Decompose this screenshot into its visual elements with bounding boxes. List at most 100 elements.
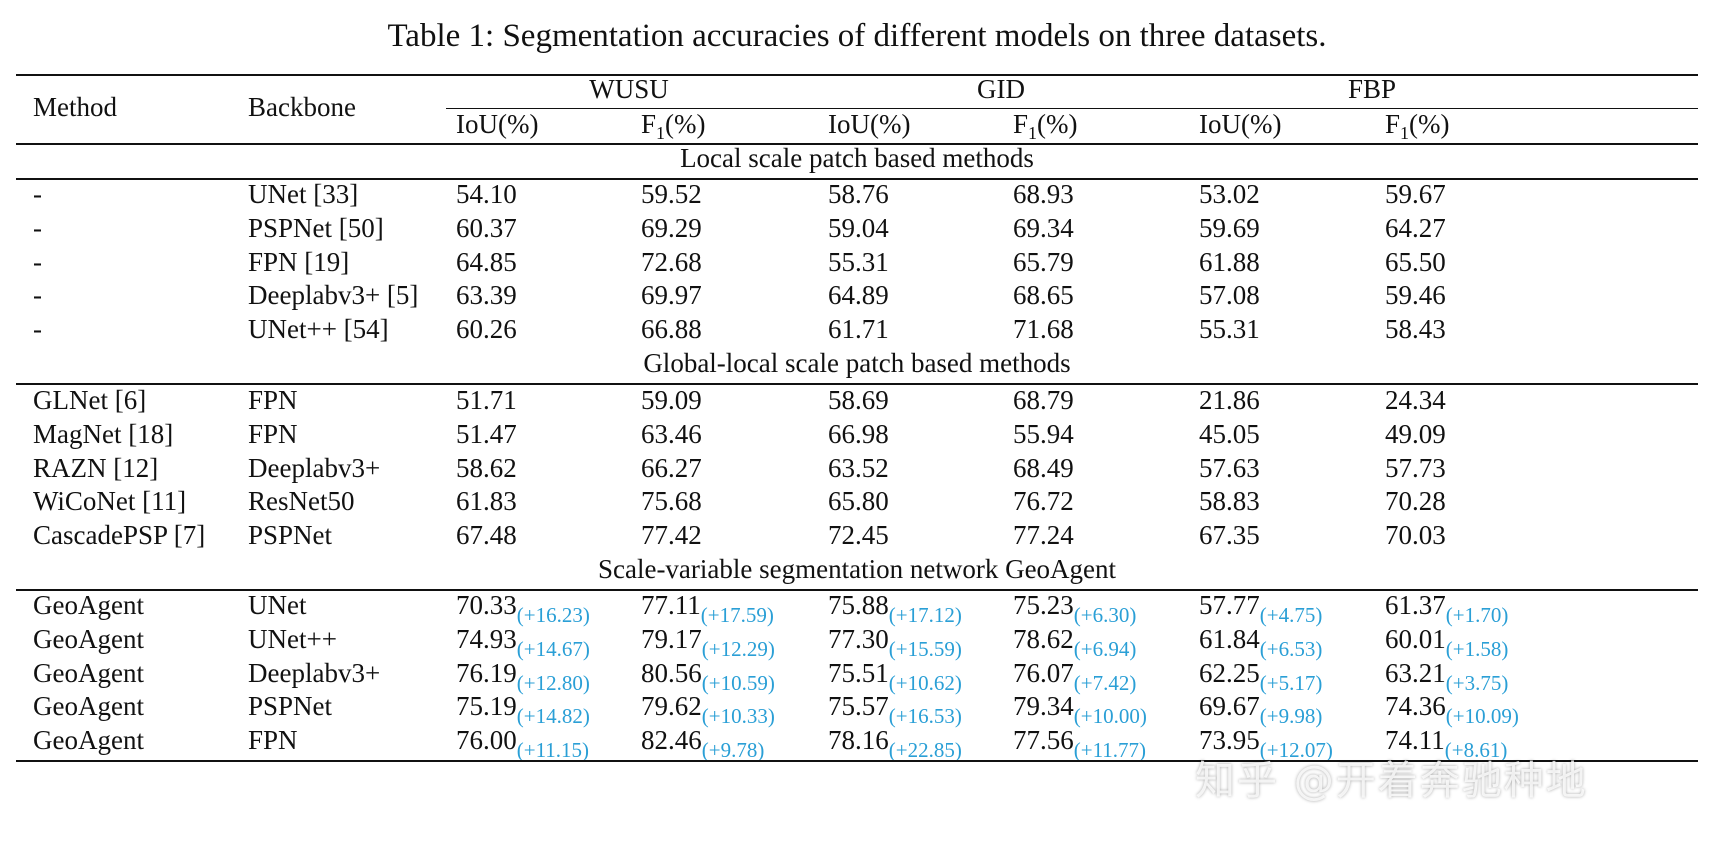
value: 68.49 bbox=[1013, 452, 1074, 483]
value: 57.08 bbox=[1199, 280, 1260, 311]
header-dataset-rule bbox=[446, 108, 1698, 109]
header-f1-unit: (%) bbox=[1037, 109, 1078, 139]
table-cell-value: 61.37(+1.70) bbox=[1385, 592, 1508, 626]
table-cell-backbone: UNet bbox=[248, 590, 307, 620]
table-cell-value: 70.33(+16.23) bbox=[456, 592, 590, 626]
improvement-delta: (+10.09) bbox=[1445, 704, 1519, 729]
header-f1-letter: F bbox=[641, 109, 657, 139]
improvement-delta: (+11.15) bbox=[516, 738, 590, 763]
table-cell-value: 60.26 bbox=[456, 316, 517, 343]
value: 61.88 bbox=[1199, 246, 1260, 277]
table-cell-value: 60.37 bbox=[456, 214, 517, 242]
value: 80.56 bbox=[641, 657, 702, 688]
table-cell-value: 76.07(+7.42) bbox=[1013, 659, 1136, 693]
value: 66.88 bbox=[641, 314, 702, 345]
value: 75.23 bbox=[1013, 590, 1074, 620]
value: 57.63 bbox=[1199, 452, 1260, 483]
table-cell-value: 75.23(+6.30) bbox=[1013, 590, 1136, 626]
table-cell-value: 53.02 bbox=[1199, 181, 1260, 208]
value: 69.34 bbox=[1013, 212, 1074, 243]
table-cell-backbone: FPN bbox=[248, 418, 298, 449]
table-cell-value: 76.00(+11.15) bbox=[456, 727, 589, 761]
value: 58.83 bbox=[1199, 486, 1260, 517]
improvement-delta: (+10.62) bbox=[888, 670, 962, 695]
table-cell-value: 75.57(+16.53) bbox=[828, 693, 962, 727]
value: 74.36 bbox=[1385, 691, 1446, 722]
value: 57.77 bbox=[1199, 590, 1260, 620]
table-cell-value: 69.34 bbox=[1013, 212, 1074, 243]
table-cell-value: 68.49 bbox=[1013, 452, 1074, 483]
value: 79.62 bbox=[641, 691, 702, 722]
table-cell-method: - bbox=[33, 280, 42, 311]
improvement-delta: (+4.75) bbox=[1259, 603, 1323, 627]
table-cell-value: 61.84(+6.53) bbox=[1199, 625, 1322, 659]
table-cell-value: 66.27 bbox=[641, 452, 702, 483]
value: 74.11 bbox=[1385, 725, 1445, 756]
table-cell-value: 59.67 bbox=[1385, 181, 1446, 208]
table-cell-value: 55.31 bbox=[1199, 316, 1260, 343]
improvement-delta: (+14.82) bbox=[516, 704, 590, 729]
header-f1: F1(%) bbox=[641, 109, 706, 143]
value: 67.35 bbox=[1199, 520, 1260, 551]
improvement-delta: (+10.59) bbox=[701, 670, 775, 695]
value: 69.67 bbox=[1199, 691, 1260, 722]
table-cell-method: GeoAgent bbox=[33, 657, 144, 688]
header-dataset: GID bbox=[977, 74, 1025, 104]
value: 58.76 bbox=[828, 179, 889, 209]
improvement-delta: (+10.00) bbox=[1073, 704, 1147, 729]
table-cell-value: 59.04 bbox=[828, 214, 889, 242]
header-f1-subscript: 1 bbox=[1028, 123, 1038, 143]
table-cell-value: 61.71 bbox=[828, 316, 889, 343]
value: 55.31 bbox=[1199, 314, 1260, 345]
value: 69.29 bbox=[641, 212, 702, 243]
table-cell-value: 77.24 bbox=[1013, 522, 1074, 549]
table-cell-value: 72.68 bbox=[641, 248, 702, 276]
header-f1: F1(%) bbox=[1385, 109, 1450, 143]
improvement-delta: (+9.98) bbox=[1259, 704, 1323, 729]
table-cell-value: 79.17(+12.29) bbox=[641, 625, 775, 659]
table-cell-value: 61.88 bbox=[1199, 246, 1260, 277]
table-cell-value: 77.42 bbox=[641, 522, 702, 549]
value: 55.94 bbox=[1013, 418, 1074, 449]
table-cell-value: 68.79 bbox=[1013, 387, 1074, 414]
value: 82.46 bbox=[641, 725, 702, 756]
table-cell-method: GeoAgent bbox=[33, 725, 144, 756]
value: 58.43 bbox=[1385, 314, 1446, 345]
table-cell-method: - bbox=[33, 246, 42, 277]
header-iou: IoU(%) bbox=[828, 109, 911, 139]
value: 66.27 bbox=[641, 452, 702, 483]
table-cell-value: 58.76 bbox=[828, 181, 889, 208]
header-f1-subscript: 1 bbox=[656, 123, 666, 143]
table-cell-value: 82.46(+9.78) bbox=[641, 725, 764, 761]
table-cell-method: - bbox=[33, 314, 42, 345]
header-method: Method bbox=[33, 92, 117, 122]
table-cell-method: MagNet [18] bbox=[33, 418, 174, 449]
table-cell-value: 58.62 bbox=[456, 454, 517, 482]
value: 63.46 bbox=[641, 418, 702, 449]
top-rule bbox=[16, 74, 1698, 76]
header-f1-unit: (%) bbox=[1409, 109, 1450, 139]
value: 70.28 bbox=[1385, 486, 1446, 517]
improvement-delta: (+14.67) bbox=[516, 636, 590, 661]
header-f1-letter: F bbox=[1385, 109, 1401, 139]
table-cell-backbone: Deeplabv3+ bbox=[248, 452, 381, 483]
value: 68.65 bbox=[1013, 280, 1074, 311]
table-cell-value: 74.36(+10.09) bbox=[1385, 691, 1519, 727]
table-cell-method: GeoAgent bbox=[33, 590, 144, 620]
table-cell-value: 58.69 bbox=[828, 387, 889, 414]
value: 64.89 bbox=[828, 280, 889, 311]
header-f1-subscript: 1 bbox=[1400, 123, 1410, 143]
value: 55.31 bbox=[828, 246, 889, 277]
improvement-delta: (+16.53) bbox=[888, 704, 962, 729]
improvement-delta: (+10.33) bbox=[701, 704, 775, 729]
improvement-delta: (+8.61) bbox=[1444, 738, 1508, 763]
table-cell-value: 63.21(+3.75) bbox=[1385, 659, 1508, 693]
value: 59.67 bbox=[1385, 179, 1446, 209]
value: 63.52 bbox=[828, 452, 889, 483]
value: 51.47 bbox=[456, 418, 517, 449]
improvement-delta: (+17.59) bbox=[700, 603, 774, 627]
value: 69.97 bbox=[641, 280, 702, 311]
table-cell-value: 76.19(+12.80) bbox=[456, 659, 590, 693]
improvement-delta: (+5.17) bbox=[1259, 670, 1323, 695]
table-cell-backbone: UNet [33] bbox=[248, 179, 359, 209]
